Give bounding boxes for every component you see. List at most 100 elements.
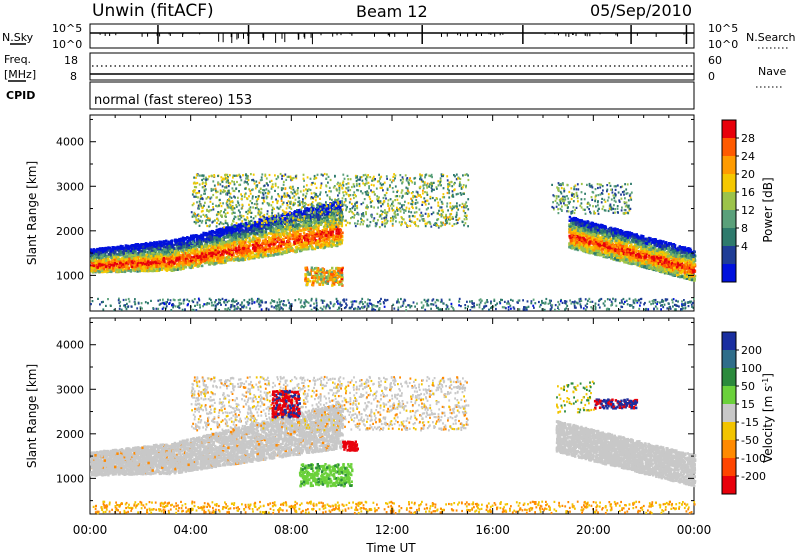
heatmap-cell [249,189,252,193]
heatmap-cell [377,197,380,200]
power-cell [133,255,137,258]
power-cell [217,260,221,263]
power-cell [296,225,299,228]
heatmap-cell [352,194,355,197]
power-cell [130,260,133,263]
power-cell [147,242,150,246]
heatmap-cell [374,222,377,225]
power-cell [310,237,314,241]
heatmap-cell [238,204,241,207]
power-cell [167,251,170,255]
power-cell [337,225,340,228]
power-cell [335,239,338,242]
power-cell [249,253,252,256]
power-cell [117,256,120,259]
heatmap-cell [195,176,197,179]
power-cell [283,227,286,230]
heatmap-cell [290,187,293,190]
power-cell [123,270,127,273]
power-cell [318,230,322,233]
power-cell [318,239,321,242]
power-cell [149,262,153,265]
power-cell [244,235,247,238]
heatmap-cell [271,208,274,212]
power-cell [200,245,203,248]
power-cell [293,213,296,216]
power-cell [286,232,290,236]
heatmap-cell [263,184,266,187]
power-cell [259,254,262,257]
power-cell [279,247,282,251]
power-cell [298,235,301,238]
power-cell [172,254,176,258]
power-cell [277,236,280,240]
power-cell [136,253,139,256]
power-cell [150,254,153,258]
power-cell [210,246,213,249]
power-cell [245,245,248,248]
power-cell [281,227,284,231]
power-cell [198,236,202,240]
power-cell [309,215,312,218]
power-cell [197,235,200,238]
power-cell [209,257,213,260]
heatmap-cell [351,207,354,210]
heatmap-cell [364,177,367,180]
heatmap-cell [317,195,319,198]
power-cell [214,255,217,259]
heatmap-cell [243,193,246,196]
power-cell [305,243,308,247]
power-cell [255,231,259,235]
heatmap-cell [232,189,235,192]
power-cell [313,241,317,245]
heatmap-cell [404,200,406,203]
power-cell [263,253,267,256]
power-cell [237,251,241,254]
power-cell [299,232,302,236]
power-cell [198,255,202,258]
power-cell [138,243,141,247]
power-cell [240,222,243,226]
power-cell [336,239,340,243]
power-cell [289,212,293,215]
power-cell [158,257,161,261]
heatmap-cell [400,224,402,227]
power-cell [163,255,166,259]
heatmap-cell [347,189,350,192]
power-cell [119,251,123,254]
heatmap-cell [238,190,240,193]
heatmap-cell [336,183,339,186]
heatmap-cell [462,192,464,195]
power-cell [236,242,239,246]
heatmap-cell [304,197,307,200]
power-cell [223,242,226,245]
power-cell [208,234,211,238]
power-cell [115,262,119,266]
power-cell [254,224,257,227]
power-cell [236,239,240,243]
power-cell [305,245,309,249]
power-cell [129,268,132,272]
power-cell [274,253,277,256]
power-cell [205,240,208,244]
power-cell [324,229,327,232]
power-cell [99,248,102,252]
power-cell [142,261,146,265]
power-cell [210,261,214,265]
power-cell [123,249,127,253]
power-cell [239,248,242,252]
power-cell [278,245,281,248]
heatmap-cell [199,219,201,222]
heatmap-cell [409,177,411,180]
power-cell [228,246,232,250]
power-cell [269,249,273,253]
power-cell [228,252,231,256]
heatmap-cell [378,226,381,229]
power-cell [304,223,308,227]
power-cell [139,259,143,262]
heatmap-cell [425,208,428,211]
power-cell [134,251,137,255]
power-cell [127,250,130,253]
heatmap-cell [408,191,410,194]
heatmap-cell [441,214,444,217]
